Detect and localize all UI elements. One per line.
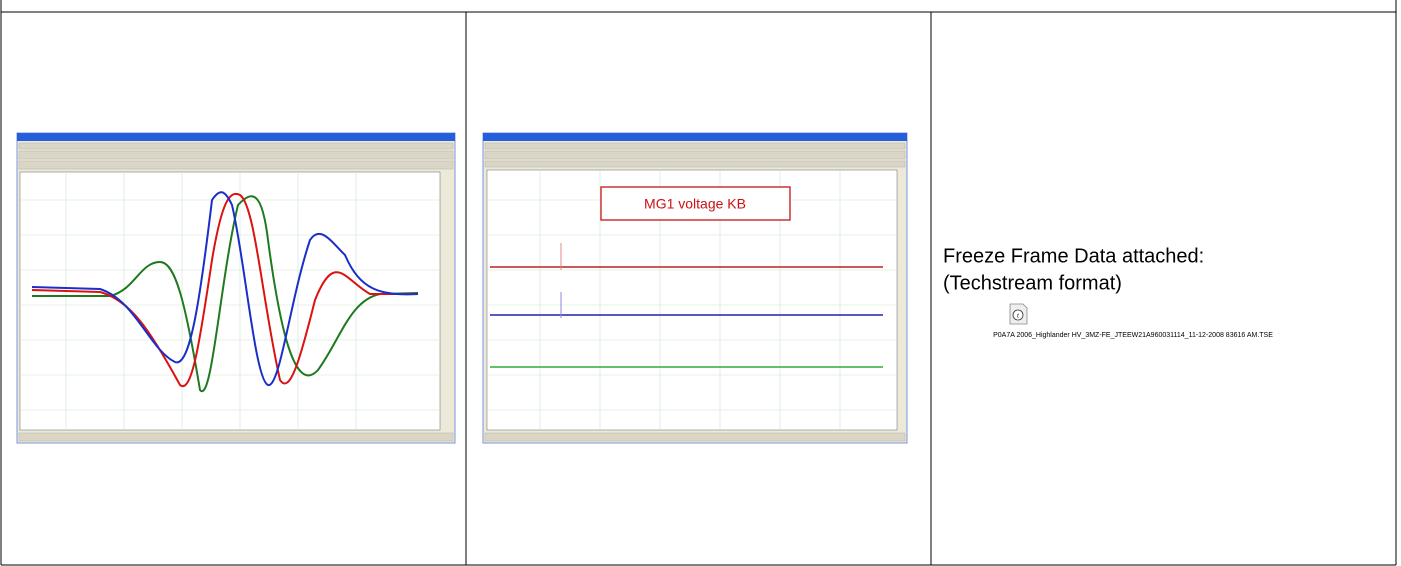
status-bar: [19, 433, 453, 441]
plot-area: [20, 172, 440, 430]
title-bar: [483, 133, 907, 141]
screenshot-2: MG1 voltage KB: [483, 133, 907, 443]
toolbar: [485, 151, 905, 159]
file-name[interactable]: P0A7A 2006_Highlander HV_3MZ-FE_JTEEW21A…: [993, 332, 1273, 339]
page: MG1 voltage KB Freeze Frame Data attache…: [0, 0, 1401, 566]
screenshot-1: [17, 133, 455, 443]
menu-bar: [485, 143, 905, 149]
status-bar: [485, 433, 905, 441]
toolbar: [485, 161, 905, 167]
attachment-format: (Techstream format): [943, 272, 1122, 294]
title-bar: [17, 133, 455, 141]
attachment-heading: Freeze Frame Data attached:: [943, 245, 1204, 267]
toolbar: [19, 161, 453, 169]
menu-bar: [19, 143, 453, 149]
plot-label: MG1 voltage KB: [644, 196, 746, 212]
file-icon[interactable]: t: [1010, 304, 1027, 324]
toolbar: [19, 151, 453, 159]
